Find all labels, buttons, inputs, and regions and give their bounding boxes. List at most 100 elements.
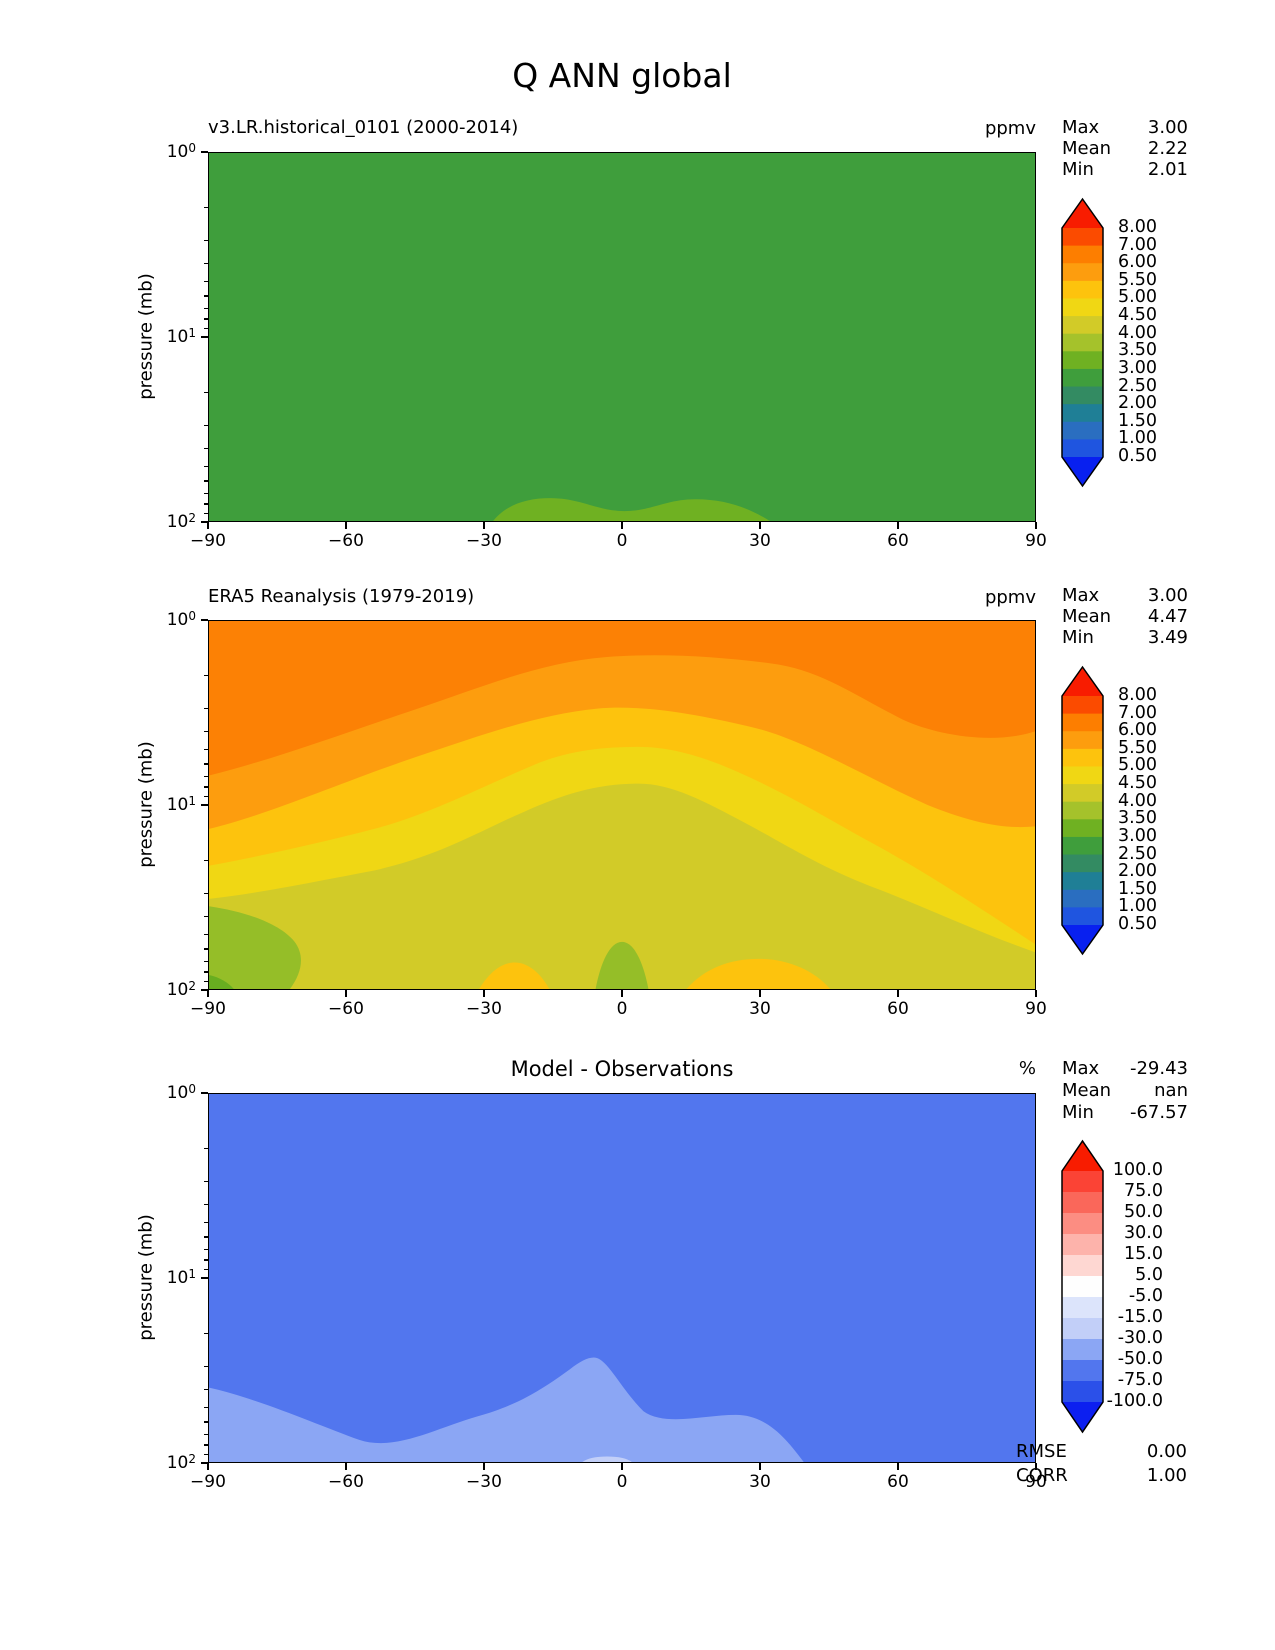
y-minor-tick-mark xyxy=(204,1421,208,1423)
x-tick-mark xyxy=(1035,990,1037,997)
colorbar-extend-over-arrow xyxy=(1062,1141,1103,1171)
colorbar-band xyxy=(1062,696,1103,715)
stat-row-max: Max 3.00 xyxy=(1062,117,1188,139)
y-tick-label: 100 xyxy=(136,1082,196,1103)
colorbar-band xyxy=(1062,819,1103,838)
colorbar-tick-label: 8.00 xyxy=(1118,685,1157,705)
y-minor-tick-mark xyxy=(204,392,208,394)
y-tick-label: 102 xyxy=(136,511,196,532)
y-tick-base: 10 xyxy=(166,1268,189,1288)
y-minor-tick-mark xyxy=(204,786,208,788)
contour-field xyxy=(209,153,1035,521)
colorbar-tick-label: 8.00 xyxy=(1118,217,1157,237)
y-tick-base: 10 xyxy=(166,1453,189,1473)
colorbar-band xyxy=(1062,386,1103,405)
x-tick-label: −30 xyxy=(466,531,502,551)
y-minor-tick-mark xyxy=(204,971,208,973)
y-minor-tick-mark xyxy=(204,980,208,983)
colorbar-band xyxy=(1062,1360,1103,1382)
y-tick-label: 100 xyxy=(136,609,196,630)
colorbar-band xyxy=(1062,1276,1103,1298)
colorbar-band xyxy=(1062,316,1103,335)
stat-row-mean: Mean 2.22 xyxy=(1062,138,1188,160)
colorbar xyxy=(1061,1139,1104,1434)
colorbar-extend-over-arrow xyxy=(1062,199,1103,228)
y-minor-tick-mark xyxy=(204,675,208,677)
colorbar-tick-label: 2.00 xyxy=(1118,393,1157,414)
region-minus30-to-minus15 xyxy=(582,1456,632,1462)
units-label: % xyxy=(1018,1058,1036,1079)
y-minor-tick-mark xyxy=(204,1365,208,1367)
colorbar-tick-label: 5.50 xyxy=(1118,737,1157,758)
colorbar-tick-label: 0.50 xyxy=(1118,446,1157,466)
x-tick-mark xyxy=(621,522,623,529)
colorbar-tick-label: -30.0 xyxy=(1117,1328,1163,1348)
y-tick-exponent: 1 xyxy=(188,1267,196,1281)
colorbar-extend-over-arrow xyxy=(1062,667,1103,696)
y-minor-tick-mark xyxy=(204,748,208,750)
stat-label: Mean xyxy=(1062,606,1112,627)
colorbar-band xyxy=(1062,1255,1103,1277)
colorbar xyxy=(1061,197,1104,488)
x-tick-mark xyxy=(759,1463,761,1470)
footer-stat-label: CORR xyxy=(1016,1465,1068,1486)
stat-label: Max xyxy=(1062,117,1100,138)
contour-plot xyxy=(208,1093,1036,1463)
y-minor-tick-mark xyxy=(204,1180,208,1182)
region-le-4p5 xyxy=(209,783,1035,989)
y-tick-exponent: 1 xyxy=(188,326,196,340)
colorbar-band xyxy=(1062,766,1103,785)
colorbar-tick-label: 4.00 xyxy=(1118,790,1157,811)
colorbar-band xyxy=(1062,854,1103,873)
colorbar-tick-label: 3.00 xyxy=(1118,825,1157,846)
x-tick-label: 0 xyxy=(616,999,628,1019)
colorbar-tick-label: 3.00 xyxy=(1118,357,1157,378)
colorbar-extend-under-arrow xyxy=(1062,925,1103,954)
y-minor-tick-mark xyxy=(204,1433,208,1435)
y-minor-tick-mark xyxy=(204,327,208,330)
contour-field xyxy=(209,1094,1035,1462)
y-minor-tick-mark xyxy=(204,1259,208,1261)
colorbar-tick-label: 2.50 xyxy=(1118,843,1157,864)
stat-label: Max xyxy=(1062,585,1100,606)
y-minor-tick-mark xyxy=(204,262,208,264)
stat-label: Min xyxy=(1062,1102,1094,1123)
colorbar-band xyxy=(1062,1318,1103,1340)
stat-label: Mean xyxy=(1062,138,1112,159)
stat-value: -67.57 xyxy=(1129,1102,1188,1123)
y-tick-mark xyxy=(201,804,208,806)
x-tick-label: 90 xyxy=(1025,999,1047,1019)
region-gt-5p0-pocket-south xyxy=(479,962,550,989)
y-tick-base: 10 xyxy=(166,142,189,162)
colorbar-band xyxy=(1062,368,1103,388)
colorbar-band xyxy=(1062,872,1103,891)
colorbar-band xyxy=(1062,1339,1103,1361)
y-tick-mark xyxy=(201,521,208,523)
colorbar-tick-label: -50.0 xyxy=(1117,1349,1163,1369)
x-tick-label: −90 xyxy=(190,1472,226,1492)
colorbar-band xyxy=(1062,263,1103,282)
colorbar-tick-label: 6.00 xyxy=(1118,252,1157,273)
y-minor-tick-mark xyxy=(204,1388,208,1390)
stat-row-mean: Mean 4.47 xyxy=(1062,606,1188,628)
stat-row-max: Max 3.00 xyxy=(1062,585,1188,607)
colorbar-tick-label: 100.0 xyxy=(1112,1160,1163,1180)
x-tick-label: −30 xyxy=(466,999,502,1019)
x-tick-mark xyxy=(621,1463,623,1470)
y-tick-exponent: 0 xyxy=(188,609,196,623)
x-tick-label: 30 xyxy=(749,1472,771,1492)
x-tick-label: 90 xyxy=(1025,1472,1047,1492)
colorbar-band xyxy=(1062,889,1103,908)
y-minor-tick-mark xyxy=(204,960,208,962)
stat-row-max: Max -29.43 xyxy=(1062,1058,1188,1080)
stat-value: 4.47 xyxy=(1147,606,1188,627)
y-minor-tick-mark xyxy=(204,707,208,709)
colorbar-tick-label: 4.50 xyxy=(1118,305,1157,326)
colorbar-tick-label: 1.00 xyxy=(1118,896,1157,917)
y-tick-exponent: 2 xyxy=(188,1452,196,1466)
y-minor-tick-mark xyxy=(204,892,208,894)
y-tick-mark xyxy=(201,989,208,991)
y-tick-mark xyxy=(201,151,208,153)
colorbar-tick-label: 1.00 xyxy=(1118,428,1157,449)
